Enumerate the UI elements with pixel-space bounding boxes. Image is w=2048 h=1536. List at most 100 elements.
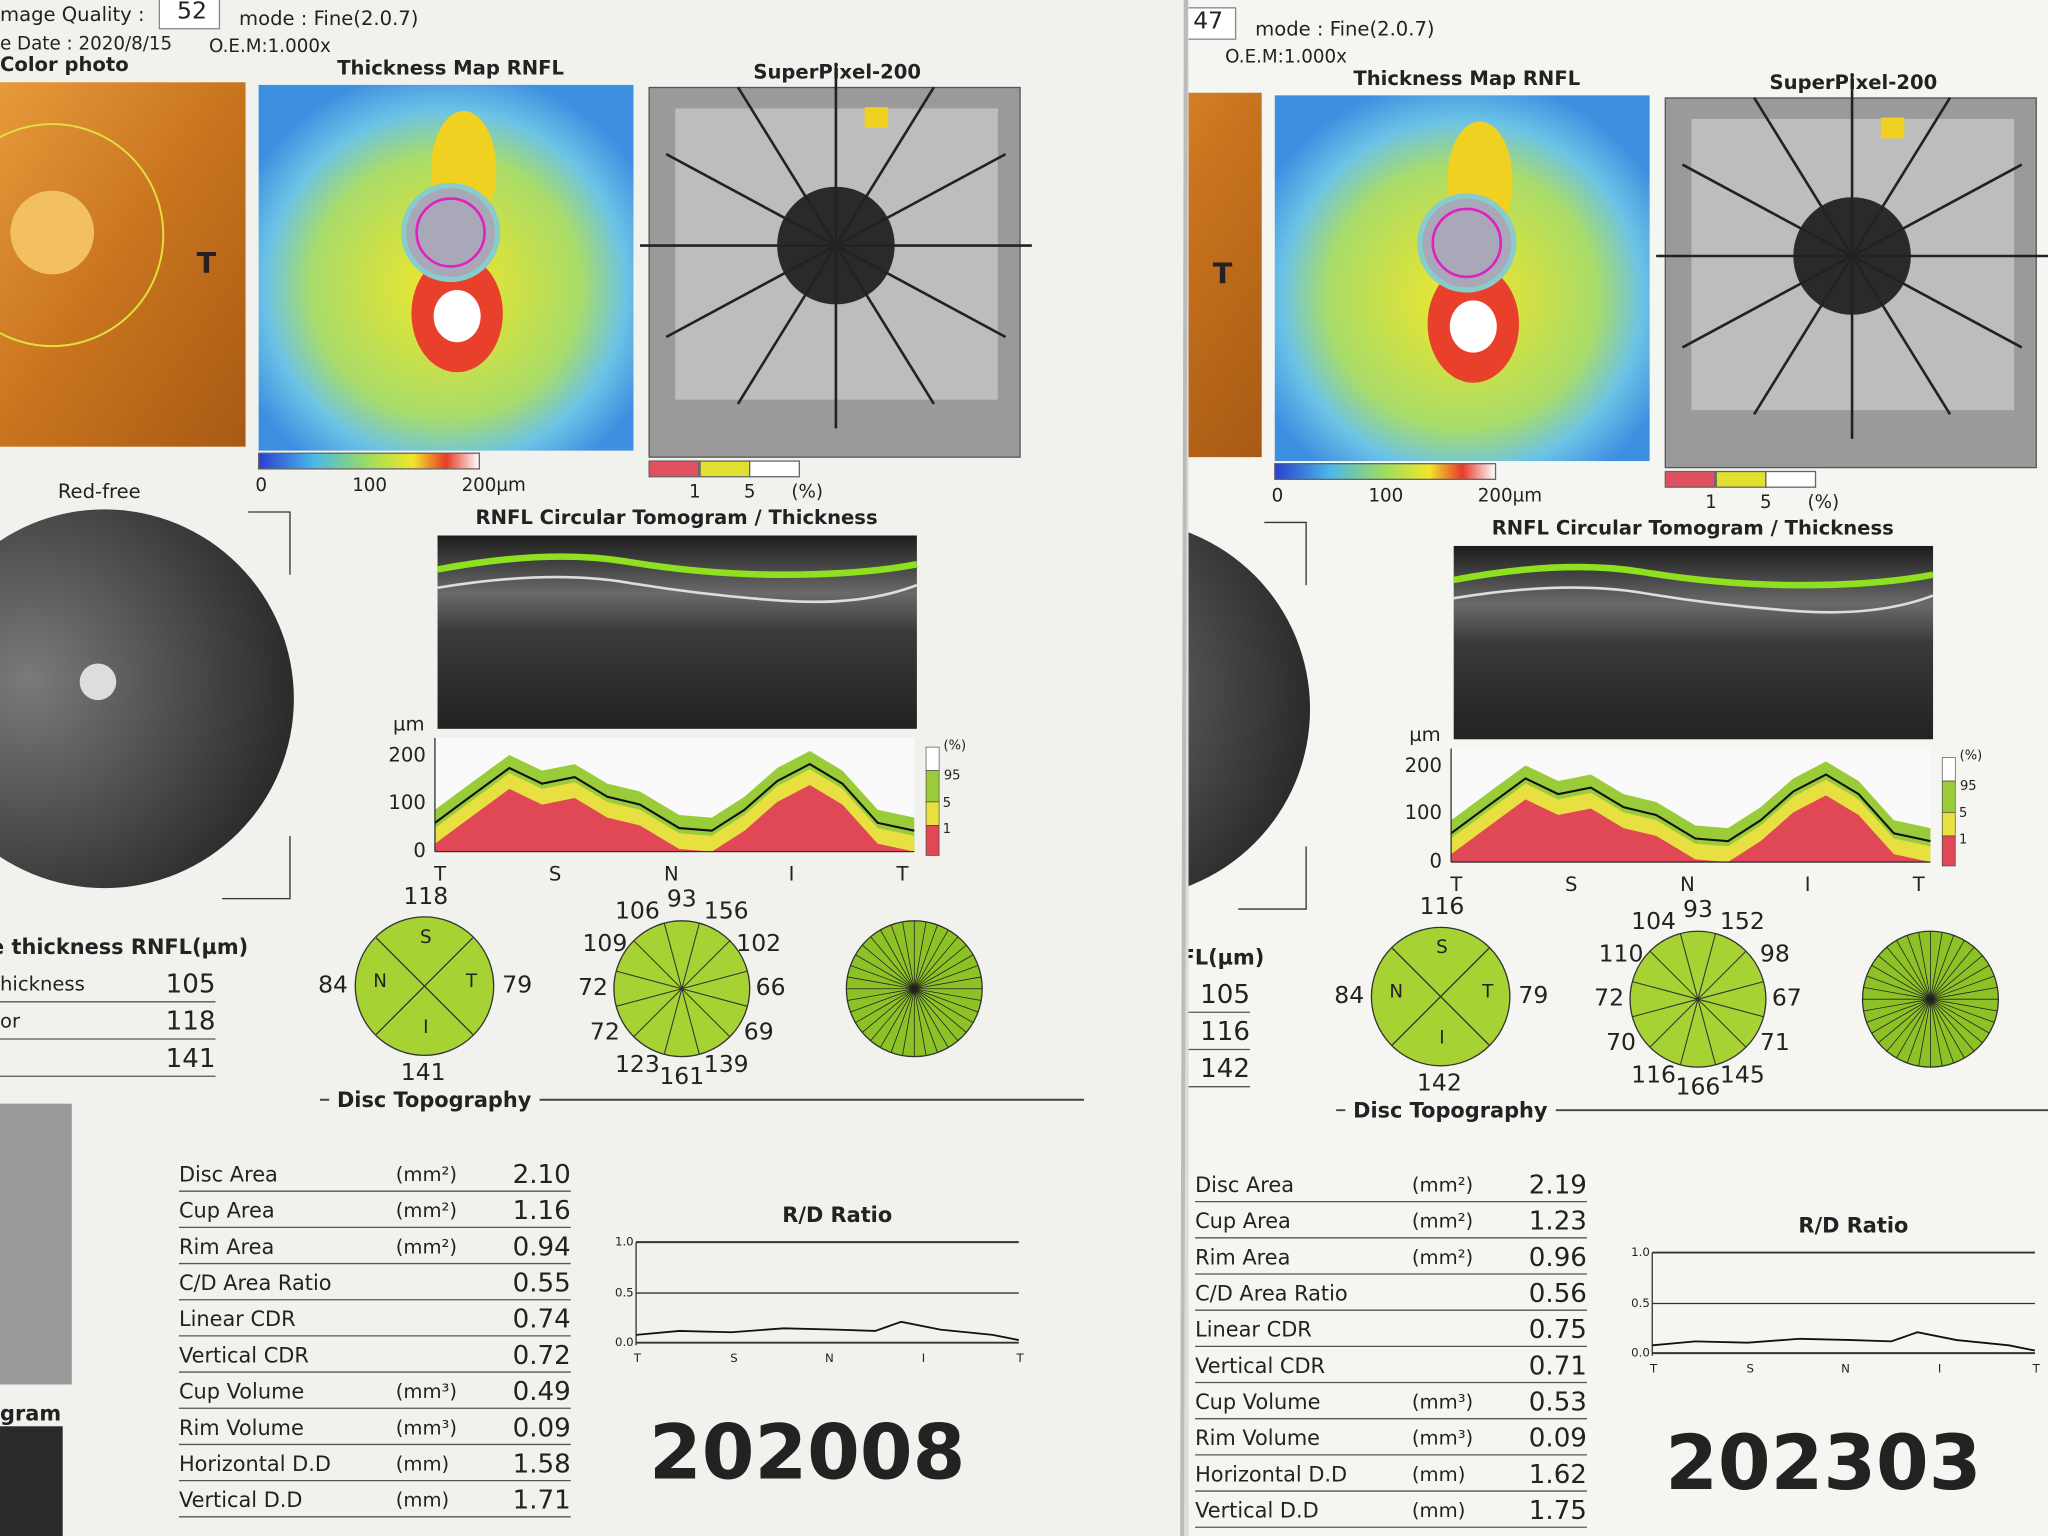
sector-divider <box>1886 998 1931 1052</box>
graph-ytick: 200 <box>388 744 425 767</box>
vessel <box>1753 255 1854 416</box>
clock-value: 152 <box>1720 907 1765 935</box>
sector-divider <box>1896 998 1931 1059</box>
sector-divider <box>913 924 938 989</box>
sector-divider <box>847 988 915 1001</box>
graph-ytick: 0 <box>1429 850 1441 873</box>
date-stamp: 202008 <box>649 1409 965 1497</box>
superpixel-scale-seg <box>648 460 700 478</box>
sector-divider <box>1896 940 1931 1000</box>
title-disc-topography: Disc Topography <box>337 1088 532 1112</box>
sector-divider <box>914 954 974 990</box>
table-unit: (mm³) <box>396 1416 457 1439</box>
sector-divider <box>850 988 915 1013</box>
average-value: 141 <box>166 1044 216 1074</box>
clock-value: 116 <box>1631 1061 1676 1089</box>
oem: O.E.M:1.000x <box>209 36 331 57</box>
clock-value: 145 <box>1720 1061 1765 1089</box>
side-label: gram <box>0 1402 61 1426</box>
table-value: 1.16 <box>513 1196 571 1226</box>
title-rd-ratio: R/D Ratio <box>782 1203 892 1227</box>
legend-label: (%) <box>1960 749 1983 764</box>
sector-divider <box>914 965 979 990</box>
graph-xtick: S <box>549 863 561 886</box>
clock-divider <box>1679 999 1699 1065</box>
vessel <box>665 244 837 339</box>
clock-divider <box>1697 950 1747 1000</box>
table-value: 0.09 <box>1529 1424 1587 1454</box>
legend-seg <box>1941 835 1956 867</box>
sector-divider <box>855 988 915 1024</box>
quadrant-value: 116 <box>1420 892 1465 920</box>
table-unit: (mm³) <box>396 1380 457 1403</box>
table-value: 1.62 <box>1529 1460 1587 1490</box>
sector-divider <box>902 988 915 1056</box>
vessel <box>1681 254 1853 349</box>
clock-value: 109 <box>582 929 627 957</box>
table-label: Rim Area <box>1195 1245 1290 1269</box>
sector-divider <box>1871 998 1931 1034</box>
table-unit: (mm²) <box>1412 1210 1473 1233</box>
table-unit: (mm²) <box>1412 1246 1473 1269</box>
table-label: Cup Volume <box>179 1380 304 1404</box>
clock-value: 72 <box>1594 984 1624 1012</box>
hot-zone <box>1449 300 1497 353</box>
quality-value: 52 <box>177 0 207 24</box>
sector-divider <box>913 988 949 1048</box>
sector-divider <box>914 988 974 1024</box>
graph-xtick: N <box>664 863 679 886</box>
title-disc-topography: Disc Topography <box>1353 1099 1548 1123</box>
graph-ytick: 200 <box>1405 754 1442 777</box>
rd-xtick: T <box>2032 1361 2041 1375</box>
table-value: 0.49 <box>513 1377 571 1407</box>
clock-value: 71 <box>1760 1028 1790 1056</box>
vessel <box>835 152 1007 247</box>
report: 47 mode : Fine(2.0.7) O.E.M:1.000x T Thickne… <box>1188 7 2048 1528</box>
legend-label: 5 <box>943 796 951 811</box>
sector-divider <box>1930 998 1983 1044</box>
clock-value: 66 <box>756 973 786 1001</box>
table-value: 0.09 <box>513 1413 571 1443</box>
sector-divider <box>1930 998 1990 1034</box>
scan-circle <box>0 123 165 348</box>
sector-divider <box>902 921 915 989</box>
clock-value: 110 <box>1599 939 1644 967</box>
title-tomogram: RNFL Circular Tomogram / Thickness <box>476 506 878 529</box>
red-free-image <box>0 509 294 889</box>
clock-value: 67 <box>1772 984 1802 1012</box>
table-value: 2.10 <box>513 1160 571 1190</box>
sector-divider <box>914 944 967 990</box>
table-label: Vertical D.D <box>179 1488 303 1512</box>
average-label: or <box>0 1010 21 1033</box>
quadrant-value: 118 <box>403 882 448 910</box>
sector-divider <box>879 929 915 989</box>
quadrant-letter: N <box>373 971 387 992</box>
clock-value: 106 <box>615 896 660 924</box>
clock-value: 72 <box>590 1018 620 1046</box>
rnfl-line <box>1453 563 1934 589</box>
graph-xtick: I <box>1805 873 1811 896</box>
rd-ytick: 1.0 <box>615 1235 634 1249</box>
sector-divider <box>1930 964 1990 1000</box>
clock-value: 102 <box>736 929 781 957</box>
table-value: 0.56 <box>1529 1279 1587 1309</box>
sector-divider <box>1866 998 1931 1023</box>
frame-corner <box>222 835 291 900</box>
sector-divider <box>1878 998 1931 1044</box>
clock-divider <box>1697 933 1717 1000</box>
clock-divider <box>681 970 748 990</box>
table-label: Rim Volume <box>179 1416 304 1440</box>
table-value: 0.71 <box>1529 1351 1587 1381</box>
vessel <box>1851 163 2023 258</box>
superpixel-scale-label: 1 <box>689 481 701 502</box>
clock-divider <box>681 988 700 1055</box>
superpixel-scale-seg <box>1765 470 1817 488</box>
sector-divider <box>1930 999 1943 1067</box>
clock-divider <box>1697 998 1747 1048</box>
tomogram-image <box>1453 545 1934 740</box>
sector-divider <box>1863 998 1931 1012</box>
clock-divider <box>633 988 683 1038</box>
table-unit: (mm²) <box>396 1163 457 1186</box>
